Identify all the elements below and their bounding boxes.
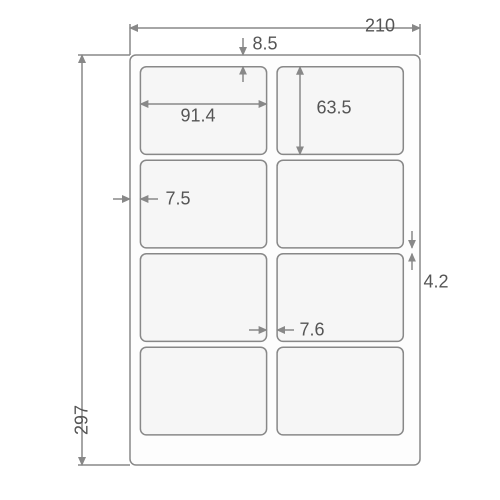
- label-cell: [140, 347, 266, 435]
- label-cell: [140, 254, 266, 342]
- diagram-stage: 210 297 8.5 91.4 63.5 7.5 4.2 7.6: [0, 0, 500, 500]
- dim-row-gap: 4.2: [423, 272, 448, 293]
- dim-sheet-height: 297: [72, 405, 93, 435]
- label-cell: [277, 254, 403, 342]
- dim-top-margin: 8.5: [252, 34, 277, 55]
- label-cell: [140, 160, 266, 248]
- dim-label-height: 63.5: [316, 98, 351, 119]
- dim-label-width: 91.4: [180, 106, 215, 127]
- dim-left-margin: 7.5: [165, 189, 190, 210]
- label-cell: [277, 160, 403, 248]
- dim-sheet-width: 210: [365, 16, 395, 37]
- dim-col-gap: 7.6: [299, 320, 324, 341]
- label-cell: [277, 347, 403, 435]
